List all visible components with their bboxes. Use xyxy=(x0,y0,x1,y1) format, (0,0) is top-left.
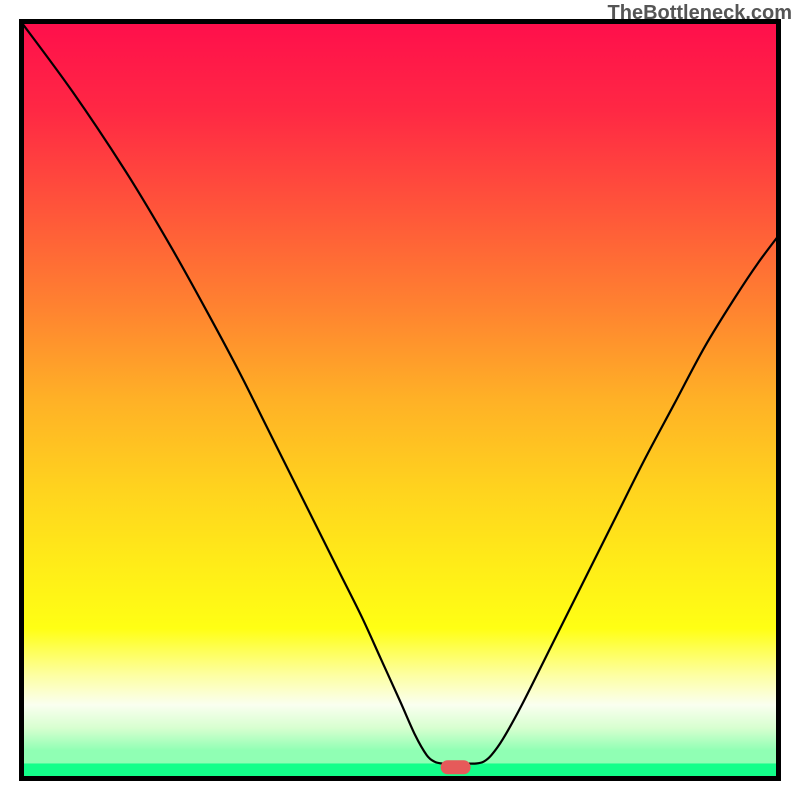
bottleneck-chart xyxy=(0,0,800,800)
chart-container: TheBottleneck.com xyxy=(0,0,800,800)
sweet-spot-marker xyxy=(441,760,471,774)
gradient-background xyxy=(19,19,781,781)
watermark-text: TheBottleneck.com xyxy=(608,2,792,25)
